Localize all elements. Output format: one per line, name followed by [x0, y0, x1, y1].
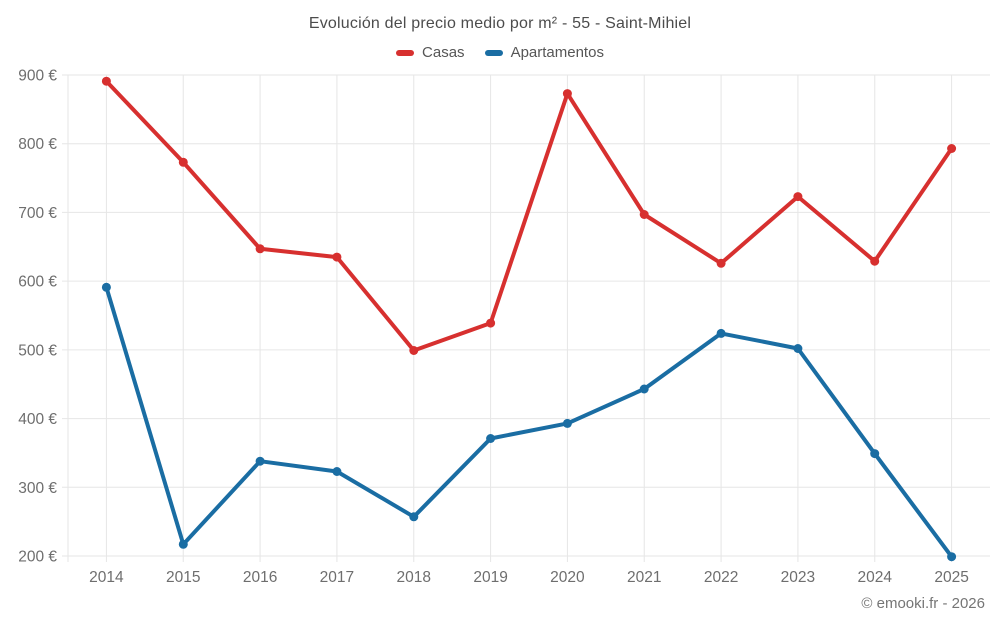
svg-text:2019: 2019	[473, 569, 507, 586]
svg-text:2024: 2024	[858, 569, 893, 586]
legend: Casas Apartamentos	[0, 44, 1000, 61]
legend-label-apartamentos: Apartamentos	[510, 44, 604, 61]
svg-text:2017: 2017	[320, 569, 354, 586]
svg-text:200 €: 200 €	[18, 549, 57, 566]
svg-text:2025: 2025	[934, 569, 968, 586]
legend-label-casas: Casas	[422, 44, 465, 61]
svg-text:500 €: 500 €	[18, 342, 57, 359]
svg-text:2014: 2014	[89, 569, 124, 586]
svg-text:2023: 2023	[781, 569, 815, 586]
svg-text:2020: 2020	[550, 569, 585, 586]
svg-text:2018: 2018	[397, 569, 431, 586]
svg-text:800 €: 800 €	[18, 136, 57, 153]
legend-item-casas[interactable]: Casas	[396, 44, 465, 61]
svg-text:2016: 2016	[243, 569, 277, 586]
svg-text:400 €: 400 €	[18, 411, 57, 428]
chart-title: Evolución del precio medio por m² - 55 -…	[308, 15, 692, 32]
svg-text:2015: 2015	[166, 569, 200, 586]
svg-text:700 €: 700 €	[18, 205, 57, 222]
legend-item-apartamentos[interactable]: Apartamentos	[484, 44, 604, 61]
casas-series-swatch-icon	[396, 49, 415, 56]
svg-text:2021: 2021	[627, 569, 661, 586]
svg-text:300 €: 300 €	[18, 480, 57, 497]
svg-text:2022: 2022	[704, 569, 738, 586]
svg-text:600 €: 600 €	[18, 274, 57, 291]
apartamentos-series-swatch-icon	[484, 49, 503, 56]
copyright-text: © emooki.fr - 2026	[861, 595, 985, 612]
svg-text:900 €: 900 €	[18, 68, 57, 85]
